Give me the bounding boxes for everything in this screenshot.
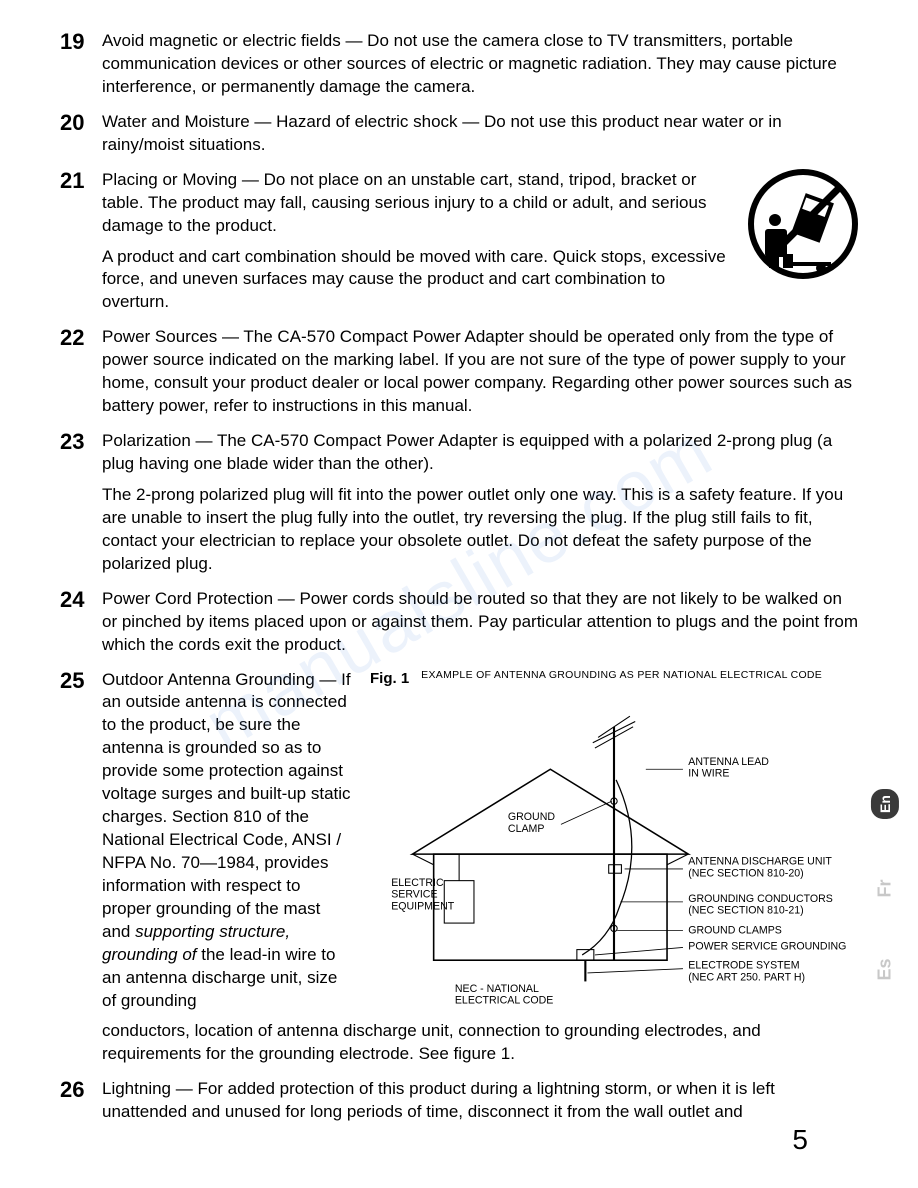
- safety-item-21: 21 Placin: [60, 169, 858, 321]
- safety-item-19: 19 Avoid magnetic or electric fields — D…: [60, 30, 858, 105]
- label-ground-clamp: GROUNDCLAMP: [508, 811, 555, 835]
- item-paragraph: Power Sources — The CA-570 Compact Power…: [102, 326, 858, 418]
- item-body: Polarization — The CA-570 Compact Power …: [102, 430, 858, 582]
- antenna-grounding-figure: Fig. 1 EXAMPLE OF ANTENNA GROUNDING AS P…: [370, 669, 858, 1020]
- label-electrode-system: ELECTRODE SYSTEM(NEC ART 250. PART H): [688, 959, 805, 983]
- page-number: 5: [792, 1124, 808, 1156]
- safety-item-23: 23 Polarization — The CA-570 Compact Pow…: [60, 430, 858, 582]
- item-number: 23: [60, 430, 102, 454]
- item-paragraph: Polarization — The CA-570 Compact Power …: [102, 430, 858, 476]
- item-paragraph: The 2-prong polarized plug will fit into…: [102, 484, 858, 576]
- item-number: 21: [60, 169, 102, 193]
- item-body: Avoid magnetic or electric fields — Do n…: [102, 30, 858, 105]
- language-tabs: En Fr Es: [870, 790, 900, 980]
- lang-tab-es[interactable]: Es: [875, 958, 896, 980]
- safety-item-22: 22 Power Sources — The CA-570 Compact Po…: [60, 326, 858, 424]
- item-number: 20: [60, 111, 102, 135]
- item-body: Placing or Moving — Do not place on an u…: [102, 169, 858, 321]
- label-ground-clamps: GROUND CLAMPS: [688, 924, 782, 936]
- item-paragraph: Placing or Moving — Do not place on an u…: [102, 169, 858, 238]
- item-paragraph: Water and Moisture — Hazard of electric …: [102, 111, 858, 157]
- lang-tab-fr[interactable]: Fr: [875, 880, 896, 898]
- item-number: 26: [60, 1078, 102, 1102]
- label-power-service: POWER SERVICE GROUNDING: [688, 940, 846, 952]
- item-body: Lightning — For added protection of this…: [102, 1078, 858, 1130]
- house-diagram-svg: GROUNDCLAMP ELECTRICSERVICEEQUIPMENT NEC…: [370, 695, 858, 1013]
- safety-item-26: 26 Lightning — For added protection of t…: [60, 1078, 858, 1130]
- item-number: 19: [60, 30, 102, 54]
- manual-page: manualsline.com 19 Avoid magnetic or ele…: [0, 0, 918, 1176]
- item-number: 25: [60, 669, 102, 693]
- safety-item-25: 25 Outdoor Antenna Grounding — If an out…: [60, 669, 858, 1072]
- lang-tab-en[interactable]: En: [871, 789, 899, 819]
- cart-tip-icon: [748, 169, 858, 286]
- item-paragraph: Lightning — For added protection of this…: [102, 1078, 858, 1124]
- safety-item-24: 24 Power Cord Protection — Power cords s…: [60, 588, 858, 663]
- safety-item-20: 20 Water and Moisture — Hazard of electr…: [60, 111, 858, 163]
- item-paragraph: Outdoor Antenna Grounding — If an outsid…: [102, 669, 352, 1013]
- figure-label: Fig. 1: [370, 669, 409, 689]
- item-body: Water and Moisture — Hazard of electric …: [102, 111, 858, 163]
- item-body: Outdoor Antenna Grounding — If an outsid…: [102, 669, 858, 1072]
- item-paragraph: A product and cart combination should be…: [102, 246, 858, 315]
- item-number: 22: [60, 326, 102, 350]
- label-antenna-lead: ANTENNA LEADIN WIRE: [688, 756, 769, 780]
- item-paragraph: Avoid magnetic or electric fields — Do n…: [102, 30, 858, 99]
- item-body: Power Sources — The CA-570 Compact Power…: [102, 326, 858, 424]
- item-body: Power Cord Protection — Power cords shou…: [102, 588, 858, 663]
- label-discharge-unit: ANTENNA DISCHARGE UNIT(NEC SECTION 810-2…: [688, 855, 832, 879]
- label-grounding-conductors: GROUNDING CONDUCTORS(NEC SECTION 810-21): [688, 893, 833, 917]
- item25-text-column: Outdoor Antenna Grounding — If an outsid…: [102, 669, 352, 1020]
- figure-caption: EXAMPLE OF ANTENNA GROUNDING AS PER NATI…: [421, 669, 822, 683]
- label-nec: NEC - NATIONALELECTRICAL CODE: [455, 983, 554, 1007]
- label-electric-service: ELECTRICSERVICEEQUIPMENT: [391, 877, 455, 912]
- item-paragraph-continuation: conductors, location of antenna discharg…: [102, 1020, 858, 1066]
- item-paragraph: Power Cord Protection — Power cords shou…: [102, 588, 858, 657]
- item-number: 24: [60, 588, 102, 612]
